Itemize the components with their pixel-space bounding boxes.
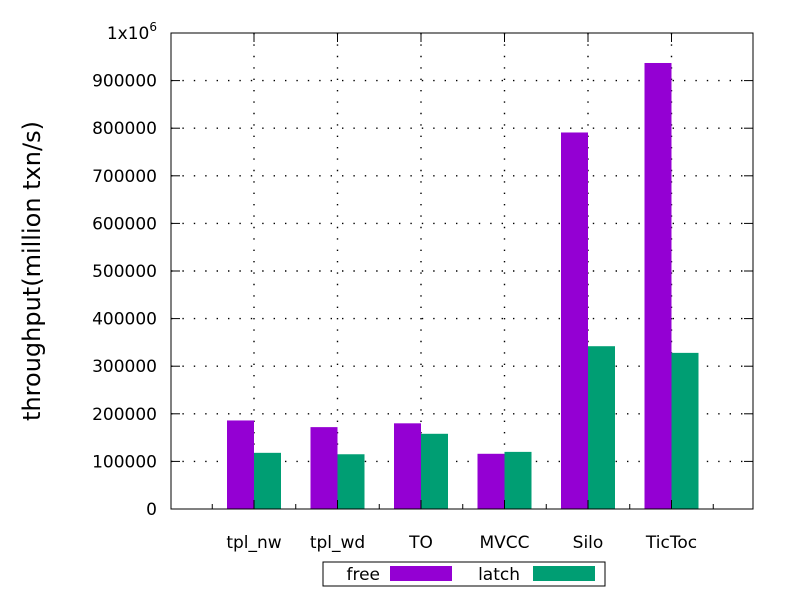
y-tick-labels: 0 100000 200000 300000 400000 500000 600000 700… xyxy=(92,20,157,520)
bar-latch-tpl_nw xyxy=(254,452,281,509)
x-tick-labels: tpl_nw tpl_wd TO MVCC Silo TicToc xyxy=(226,533,697,553)
y-tick-label: 100000 xyxy=(92,452,157,472)
bar-free-tpl_wd xyxy=(310,427,338,509)
bar-free-MVCC xyxy=(477,453,505,509)
bar-latch-TO xyxy=(421,433,448,509)
x-tick-label: tpl_nw xyxy=(226,533,281,553)
x-tick-label: TicToc xyxy=(645,533,697,553)
y-tick-label: 800000 xyxy=(92,119,157,139)
bar-latch-TicToc xyxy=(671,352,699,509)
bars xyxy=(227,62,699,509)
y-tick-label-top: 1x106 xyxy=(107,20,157,44)
legend-label-latch: latch xyxy=(478,565,520,585)
bar-latch-Silo xyxy=(588,346,615,509)
legend-swatch-free xyxy=(390,566,452,581)
y-tick-label: 400000 xyxy=(92,310,157,330)
x-tick-label: MVCC xyxy=(479,533,529,553)
y-tick-label: 700000 xyxy=(92,167,157,187)
y-tick-label: 0 xyxy=(146,500,157,520)
axis-ticks xyxy=(171,32,753,510)
legend-swatch-latch xyxy=(533,566,595,581)
y-tick-label: 200000 xyxy=(92,405,157,425)
y-axis-label: throughput(million txn/s) xyxy=(18,121,46,421)
bar-free-TO xyxy=(394,423,421,509)
legend-label-free: free xyxy=(346,565,380,585)
legend: free latch xyxy=(322,561,606,587)
bar-free-Silo xyxy=(561,132,588,509)
y-tick-label: 900000 xyxy=(92,72,157,92)
x-tick-label: Silo xyxy=(573,533,604,553)
x-tick-label: tpl_wd xyxy=(310,533,365,553)
y-tick-label: 600000 xyxy=(92,214,157,234)
x-tick-label: TO xyxy=(408,533,433,553)
bar-latch-MVCC xyxy=(504,451,532,509)
bar-latch-tpl_wd xyxy=(337,454,365,509)
y-tick-label: 300000 xyxy=(92,357,157,377)
y-tick-label: 500000 xyxy=(92,262,157,282)
bar-free-TicToc xyxy=(644,62,672,509)
bar-free-tpl_nw xyxy=(227,420,254,509)
